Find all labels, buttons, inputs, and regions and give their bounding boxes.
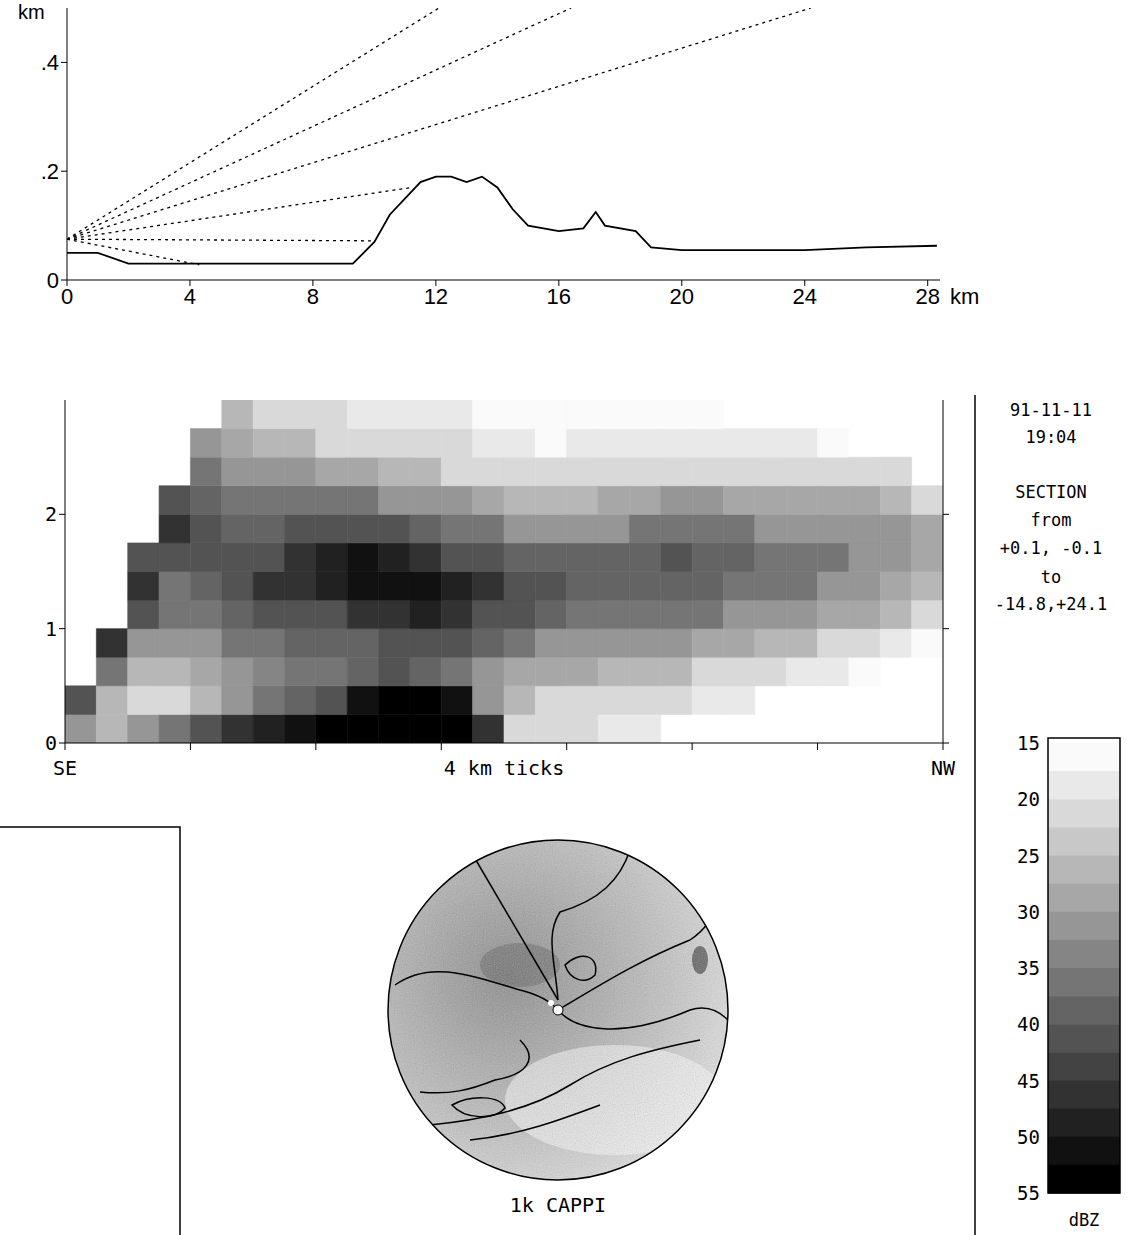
html-text:91-11-11: 91-11-11 xyxy=(1010,400,1092,420)
svg-text:50: 50 xyxy=(1017,1126,1040,1148)
svg-text:8: 8 xyxy=(307,284,319,309)
html-text:from: from xyxy=(1030,510,1072,530)
html-text:km: km xyxy=(18,1,45,23)
html-text:NW: NW xyxy=(931,756,955,780)
svg-text:20: 20 xyxy=(1017,788,1040,810)
html-text:19:04: 19:04 xyxy=(1025,427,1077,447)
svg-text:0: 0 xyxy=(45,731,57,755)
svg-text:1: 1 xyxy=(45,617,57,641)
svg-text:1k CAPPI: 1k CAPPI xyxy=(510,1193,606,1217)
svg-text:4: 4 xyxy=(184,284,196,309)
svg-text:15: 15 xyxy=(1017,732,1040,754)
svg-text:28: 28 xyxy=(915,284,939,309)
svg-text:0: 0 xyxy=(61,284,73,309)
svg-text:0: 0 xyxy=(47,268,59,293)
html-text:SE: SE xyxy=(53,756,77,780)
svg-text:2: 2 xyxy=(45,502,57,526)
svg-text:.2: .2 xyxy=(41,159,59,184)
svg-text:30: 30 xyxy=(1017,901,1040,923)
svg-text:12: 12 xyxy=(424,284,448,309)
svg-text:40: 40 xyxy=(1017,1013,1040,1035)
svg-text:dBZ: dBZ xyxy=(1069,1210,1100,1230)
html-text:SECTION: SECTION xyxy=(1015,482,1087,502)
html-text:km: km xyxy=(950,284,980,309)
svg-text:.4: .4 xyxy=(41,50,59,75)
html-text:-14.8,+24.1: -14.8,+24.1 xyxy=(994,594,1108,614)
html-text:4 km ticks: 4 km ticks xyxy=(443,756,565,780)
html-text:to: to xyxy=(1040,567,1062,587)
svg-text:20: 20 xyxy=(670,284,694,309)
html-text:+0.1, -0.1: +0.1, -0.1 xyxy=(999,538,1103,558)
svg-text:35: 35 xyxy=(1017,957,1040,979)
svg-text:25: 25 xyxy=(1017,845,1040,867)
svg-text:16: 16 xyxy=(547,284,571,309)
svg-text:24: 24 xyxy=(793,284,817,309)
svg-text:55: 55 xyxy=(1017,1182,1040,1204)
svg-text:45: 45 xyxy=(1017,1070,1040,1092)
